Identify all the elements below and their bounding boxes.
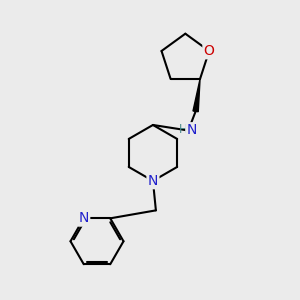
Text: N: N <box>187 124 197 137</box>
Text: N: N <box>79 211 89 225</box>
Text: H: H <box>178 122 187 136</box>
Polygon shape <box>193 79 200 112</box>
Text: O: O <box>204 44 214 58</box>
Text: N: N <box>148 174 158 188</box>
